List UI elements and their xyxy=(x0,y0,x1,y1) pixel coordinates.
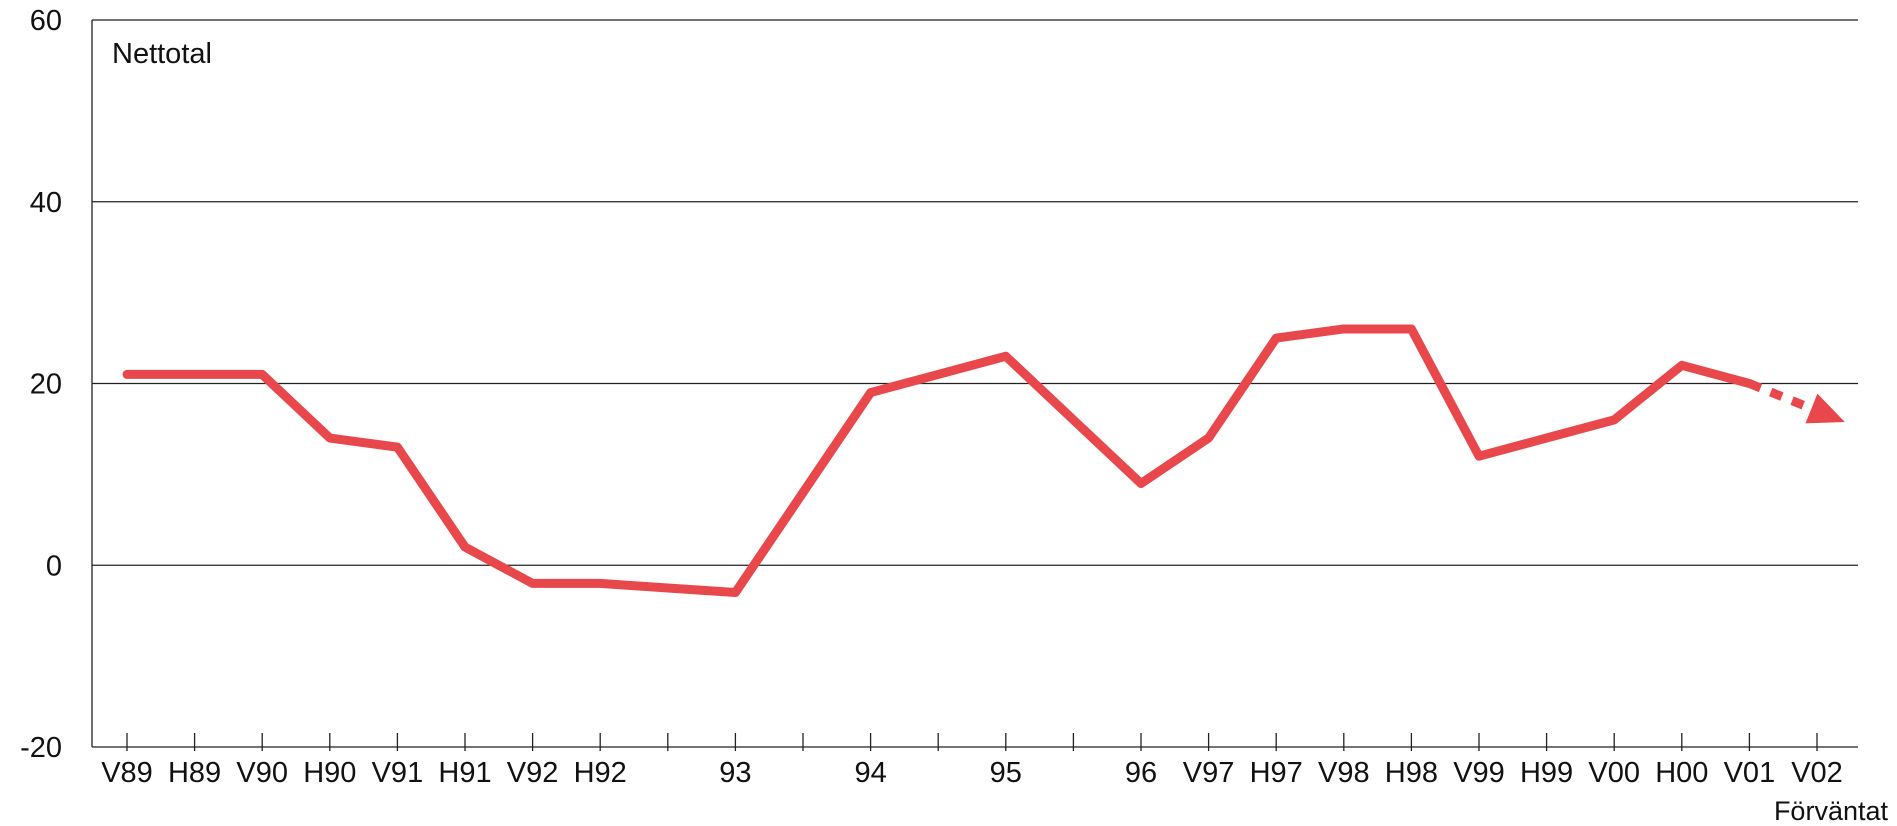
y-axis-ticks: -20 0 20 40 60 xyxy=(20,5,62,764)
x-tick-label: 96 xyxy=(1125,757,1157,789)
forecast-line xyxy=(1747,379,1814,413)
series-group xyxy=(122,324,1845,598)
x-tick-label: V97 xyxy=(1183,757,1235,789)
x-tick-label: V98 xyxy=(1318,757,1370,789)
x-tick-label: V02 xyxy=(1791,757,1843,789)
y-axis-label: Nettotal xyxy=(112,38,212,70)
x-tick-label: 95 xyxy=(990,757,1022,789)
x-tick-label: V89 xyxy=(101,757,153,789)
x-tick-label: V01 xyxy=(1724,757,1776,789)
y-tick-label: 0 xyxy=(46,550,62,582)
x-tick-label: H98 xyxy=(1385,757,1438,789)
x-tick-label: V00 xyxy=(1588,757,1640,789)
x-tick-label: H92 xyxy=(574,757,627,789)
x-tick-label: H91 xyxy=(438,757,491,789)
x-tick-label: 94 xyxy=(854,757,886,789)
x-axis-ticks: V89 H89 V90 H90 V91 H91 V92 H92 93 94 95 96 V97 H97 V9… xyxy=(101,733,1843,789)
forecast-arrowhead xyxy=(1805,393,1845,424)
x-tick-label: V90 xyxy=(236,757,288,789)
y-tick-label: 60 xyxy=(30,5,62,37)
x-tick-label: H00 xyxy=(1655,757,1708,789)
x-tick-label: V91 xyxy=(372,757,424,789)
series-line xyxy=(122,324,1754,598)
x-tick-label: H97 xyxy=(1250,757,1303,789)
forecast-note: Förväntat xyxy=(1774,796,1889,826)
y-tick-label: -20 xyxy=(20,732,62,764)
x-tick-label: 93 xyxy=(719,757,751,789)
x-tick-label: H89 xyxy=(168,757,221,789)
x-tick-label: H90 xyxy=(303,757,356,789)
y-tick-label: 40 xyxy=(30,187,62,219)
x-tick-label: V99 xyxy=(1453,757,1505,789)
x-tick-label: H99 xyxy=(1520,757,1573,789)
x-tick-label: V92 xyxy=(507,757,559,789)
gridlines xyxy=(92,19,1858,566)
y-tick-label: 20 xyxy=(30,369,62,401)
